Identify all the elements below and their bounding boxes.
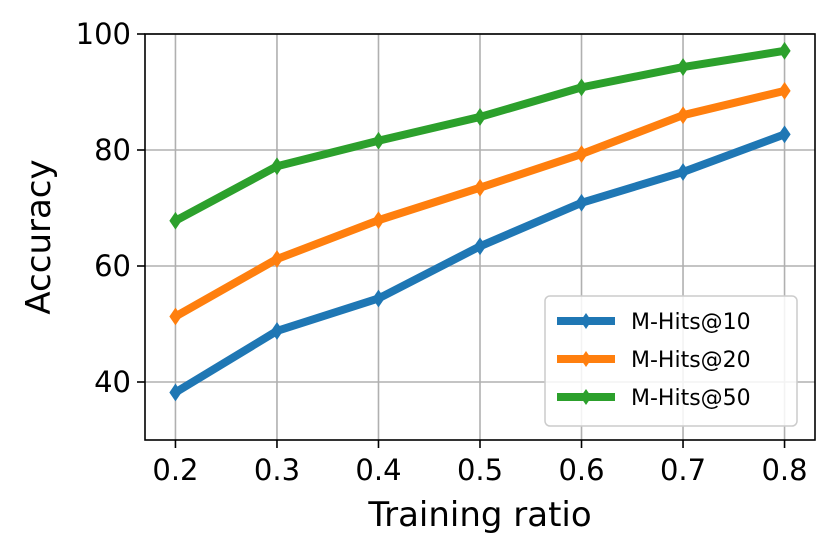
legend-label: M-Hits@20 xyxy=(631,348,751,373)
x-axis-title: Training ratio xyxy=(367,495,591,535)
legend-label: M-Hits@50 xyxy=(631,386,751,411)
x-tick-label: 0.7 xyxy=(660,453,706,487)
data-point xyxy=(778,125,791,144)
data-point xyxy=(270,322,284,340)
data-point xyxy=(372,289,385,308)
y-axis-title: Accuracy xyxy=(19,159,59,314)
data-point xyxy=(575,78,588,97)
data-point xyxy=(575,193,588,212)
x-tick-label: 0.4 xyxy=(355,453,401,487)
x-tick-label: 0.5 xyxy=(457,453,503,487)
data-point xyxy=(169,383,182,402)
data-point xyxy=(778,41,791,60)
legend-item: M-Hits@20 xyxy=(557,348,751,373)
x-tick-label: 0.8 xyxy=(761,453,807,487)
data-point xyxy=(778,81,791,100)
data-point xyxy=(575,145,588,163)
y-tick-label: 80 xyxy=(94,133,131,167)
series-0 xyxy=(169,125,791,402)
data-point xyxy=(169,307,182,326)
legend-item: M-Hits@10 xyxy=(557,310,751,335)
data-point xyxy=(372,211,385,230)
y-tick-label: 100 xyxy=(76,17,131,51)
legend: M-Hits@10 M-Hits@20 M-Hits@50 xyxy=(544,295,798,427)
x-tick-label: 0.6 xyxy=(558,453,604,487)
data-point xyxy=(676,106,690,125)
legend-label: M-Hits@10 xyxy=(631,310,751,335)
plot-frame xyxy=(144,33,816,441)
y-tick-label: 60 xyxy=(94,249,131,283)
series-lines xyxy=(169,41,791,402)
data-point xyxy=(372,131,385,150)
data-point xyxy=(473,178,487,197)
data-point xyxy=(473,237,487,256)
data-point xyxy=(676,163,690,181)
legend-marker xyxy=(580,313,592,329)
data-point xyxy=(270,157,284,176)
data-point xyxy=(169,211,182,230)
series-1 xyxy=(169,81,791,326)
series-2 xyxy=(169,41,791,230)
data-point xyxy=(473,108,487,126)
data-point xyxy=(676,58,690,76)
axes: 0.2 0.3 0.4 0.5 0.6 0.7 0.8 40 60 80 100 xyxy=(76,17,816,487)
x-tick-label: 0.3 xyxy=(254,453,300,487)
x-tick-label: 0.2 xyxy=(152,453,198,487)
legend-marker xyxy=(580,389,592,405)
legend-item: M-Hits@50 xyxy=(557,386,751,411)
y-tick-label: 40 xyxy=(94,365,131,399)
legend-marker xyxy=(580,351,592,367)
data-point xyxy=(270,250,284,268)
